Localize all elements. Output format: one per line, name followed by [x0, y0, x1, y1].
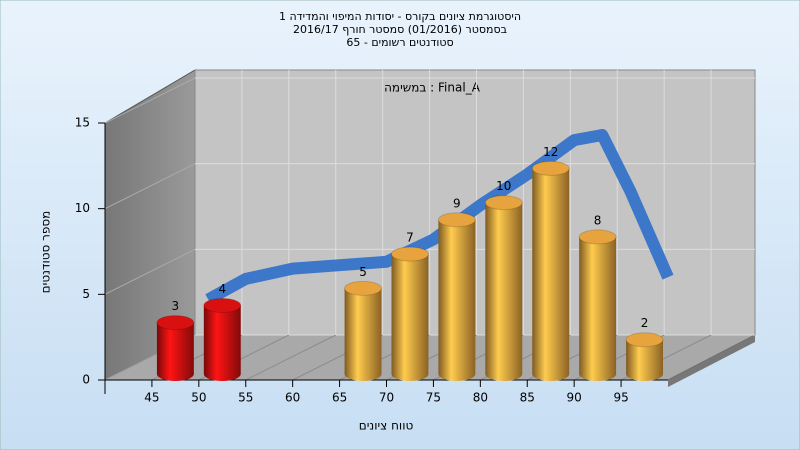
- x-tick-label: 85: [520, 391, 535, 405]
- bar-label: 5: [359, 265, 367, 279]
- x-tick-label: 50: [191, 391, 206, 405]
- bar-top: [156, 315, 195, 331]
- bar: [625, 332, 664, 381]
- y-tick-label: 5: [82, 287, 90, 301]
- title-line: היסטוגרמת ציונים בקורס - יסודות המיפוי ו…: [279, 10, 521, 23]
- grid-line: [104, 248, 196, 295]
- bar-top: [437, 212, 476, 228]
- title-line: בסמסטר (01/2016) סמסטר חורף 2016/17: [293, 23, 507, 36]
- bar-body: [391, 254, 429, 374]
- bar-label: 8: [594, 213, 602, 227]
- x-tick-label: 45: [144, 391, 159, 405]
- x-axis-label: טווח ציונים: [359, 419, 414, 433]
- bar: [203, 297, 242, 381]
- title-line: סטודנטים רשומים - 65: [346, 36, 453, 49]
- bar: [484, 195, 523, 381]
- bar-body: [344, 288, 382, 374]
- x-tick-label: 95: [613, 391, 628, 405]
- x-tick-label: 60: [285, 391, 300, 405]
- bar-body: [532, 168, 570, 374]
- bar-body: [156, 322, 194, 374]
- bar-top: [578, 229, 617, 245]
- title: היסטוגרמת ציונים בקורס - יסודות המיפוי ו…: [279, 10, 521, 49]
- bar-label: 3: [172, 299, 180, 313]
- bar-top: [484, 195, 523, 211]
- x-tick-label: 80: [473, 391, 488, 405]
- y-tick-label: 0: [82, 373, 90, 387]
- bar: [391, 246, 429, 381]
- bar-label: 10: [496, 179, 511, 193]
- bar-top: [391, 246, 429, 262]
- x-tick-label: 70: [379, 391, 394, 405]
- bar-label: 7: [406, 231, 414, 245]
- floor-edge: [668, 335, 755, 387]
- bar-top: [625, 332, 664, 348]
- bar-label: 2: [641, 316, 649, 330]
- bar-body: [485, 202, 523, 374]
- bar: [344, 280, 382, 381]
- x-tick-label: 75: [426, 391, 441, 405]
- bar-label: 4: [218, 282, 226, 296]
- x-tick-label: 65: [332, 391, 347, 405]
- x-tick-label: 90: [567, 391, 582, 405]
- bar-top: [531, 160, 570, 176]
- bar-top: [203, 297, 242, 313]
- bar-label: 12: [543, 145, 558, 159]
- bar-body: [579, 236, 617, 374]
- grid-line: [104, 77, 196, 124]
- bar: [578, 229, 617, 381]
- bar-body: [438, 219, 476, 374]
- y-axis-label: מספר סטודנטים: [39, 211, 53, 294]
- bar-label: 9: [453, 196, 461, 210]
- grid-line: [104, 163, 196, 210]
- bar-top: [344, 280, 382, 296]
- bar: [531, 160, 570, 381]
- bar: [437, 212, 476, 381]
- subtitle: במשימה : Final_A: [384, 81, 481, 95]
- x-tick-label: 55: [238, 391, 253, 405]
- y-tick-label: 10: [75, 201, 90, 215]
- bar-body: [203, 305, 241, 374]
- bar: [156, 315, 195, 381]
- y-tick-label: 15: [75, 116, 90, 130]
- grid-line: [245, 334, 336, 381]
